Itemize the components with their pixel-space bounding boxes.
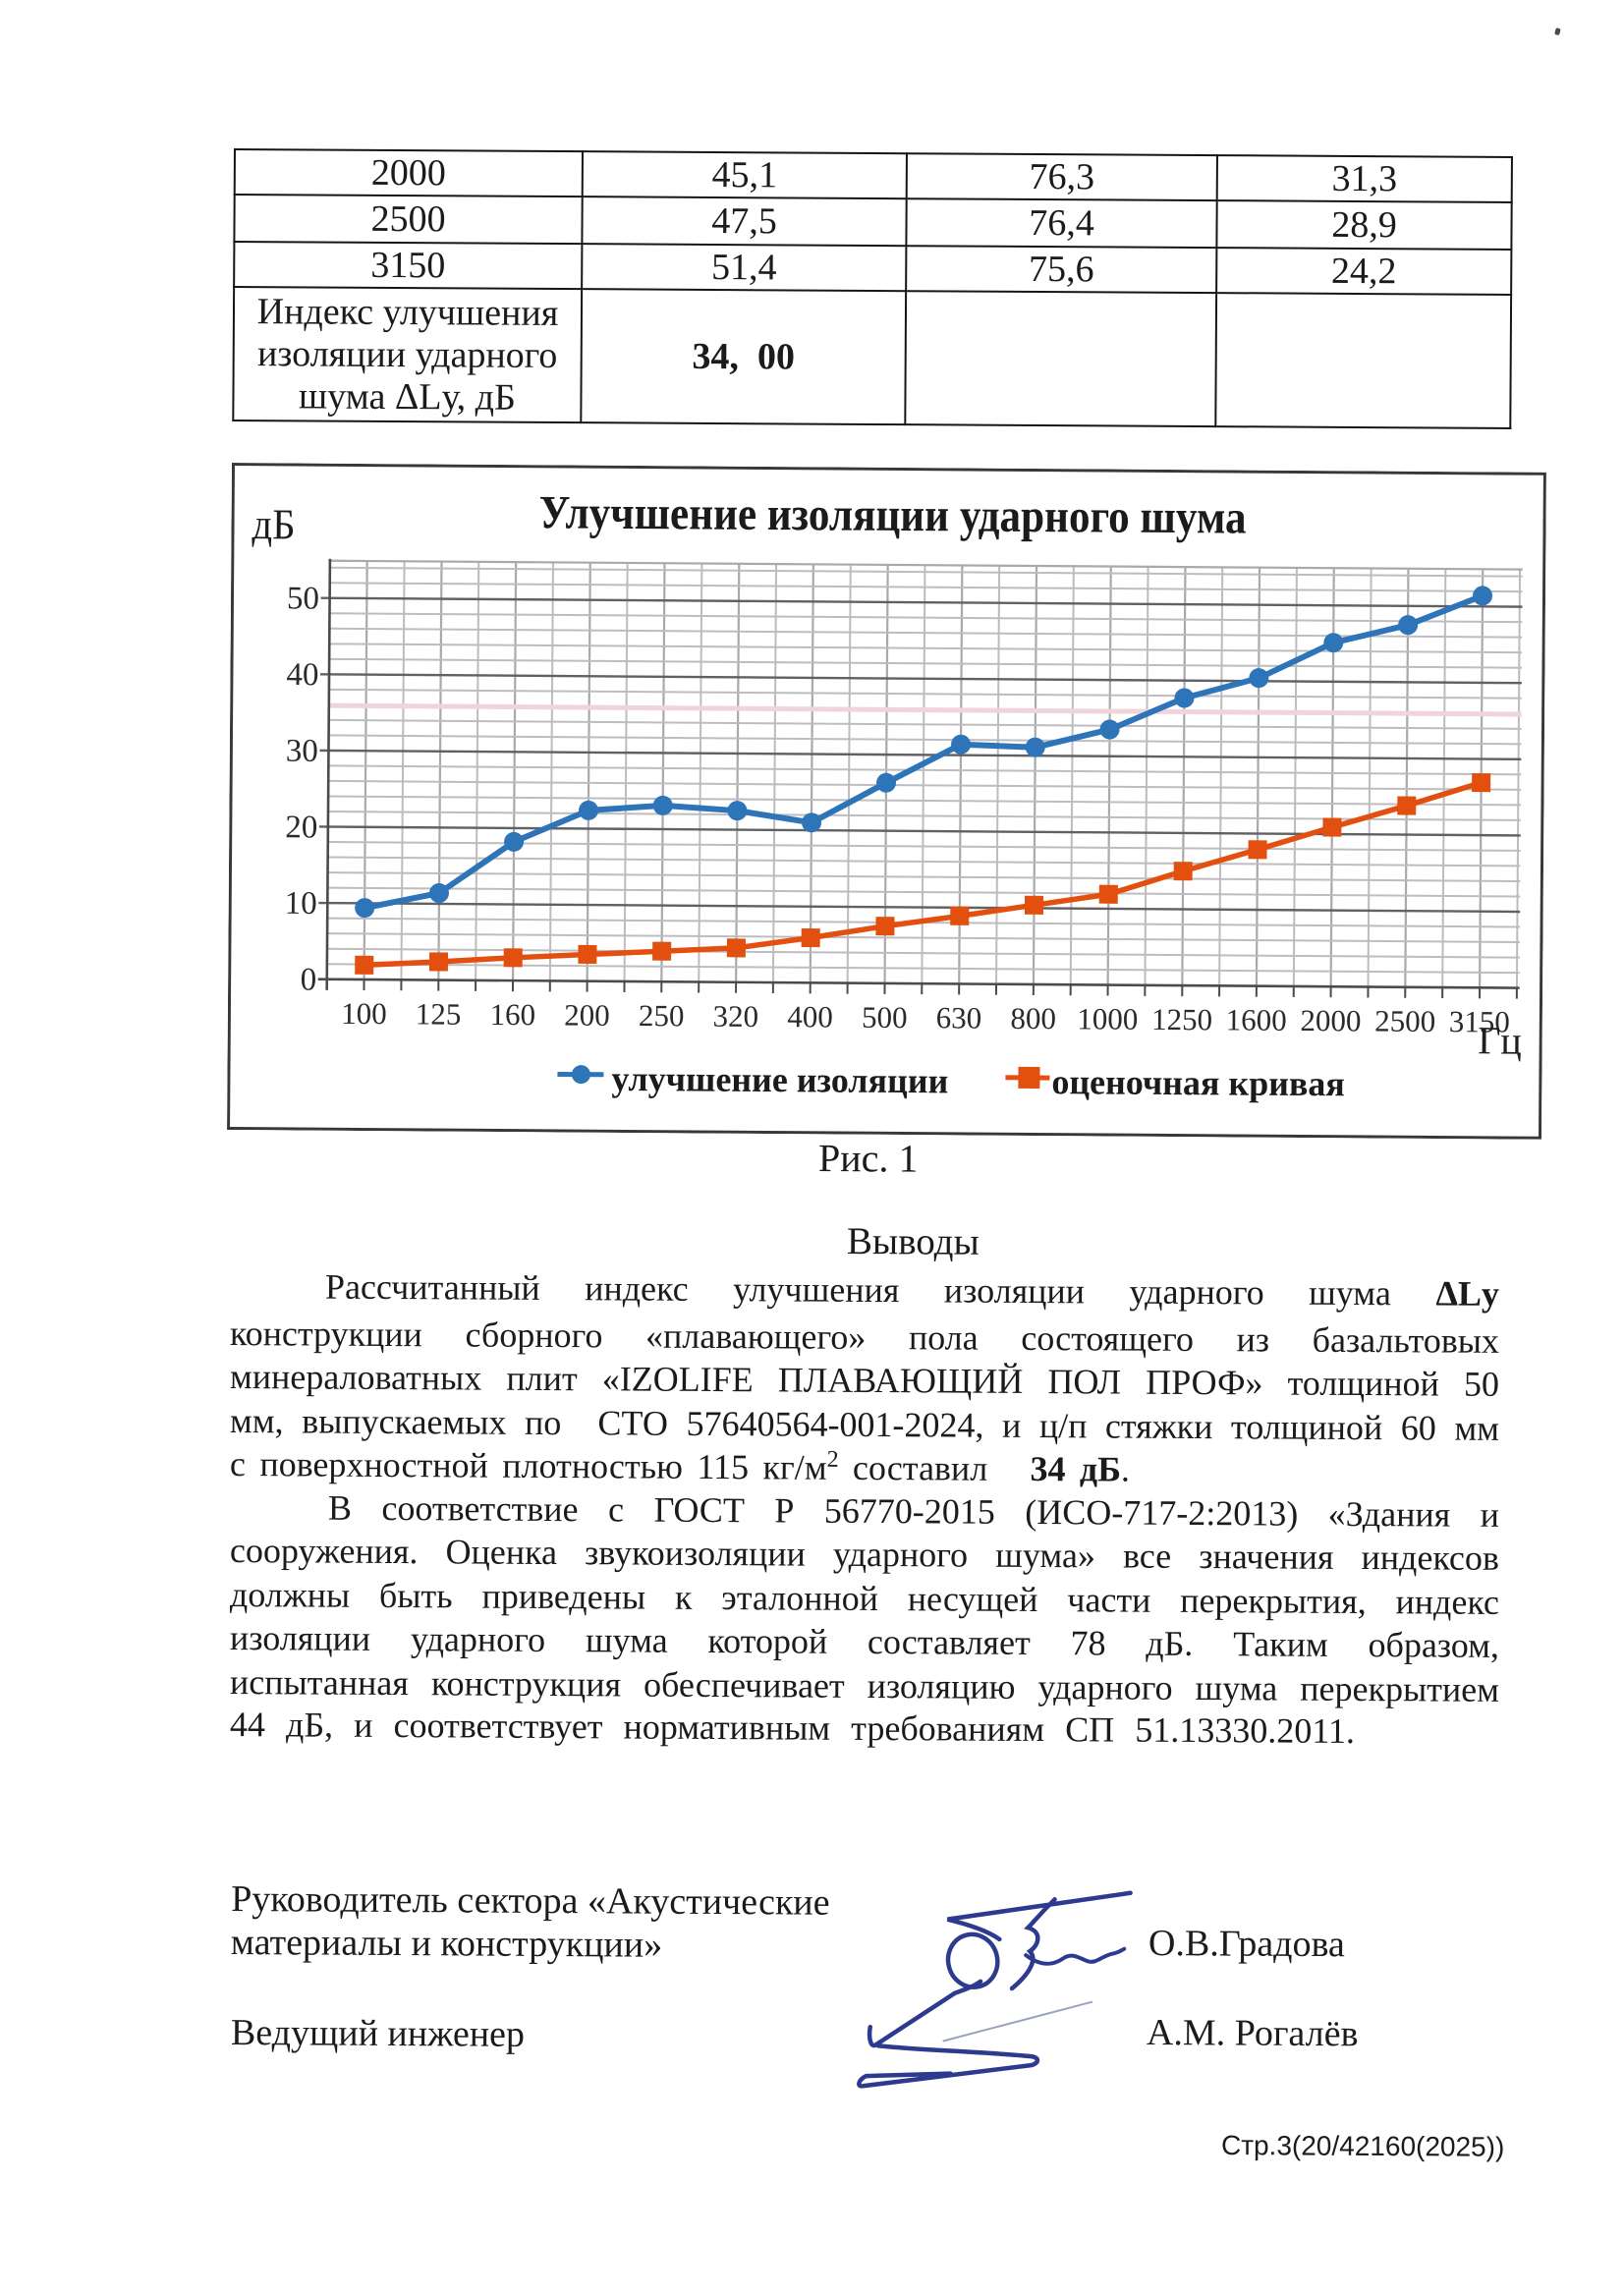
- svg-text:500: 500: [862, 1000, 908, 1035]
- svg-text:1000: 1000: [1077, 1001, 1138, 1035]
- svg-text:2500: 2500: [1374, 1004, 1435, 1038]
- svg-text:250: 250: [639, 998, 685, 1033]
- svg-text:40: 40: [286, 657, 318, 693]
- svg-text:20: 20: [285, 810, 317, 845]
- svg-text:0: 0: [301, 963, 317, 998]
- svg-text:160: 160: [489, 997, 535, 1032]
- svg-text:Улучшение изоляции ударного шу: Улучшение изоляции ударного шума: [538, 486, 1246, 543]
- svg-text:30: 30: [286, 734, 318, 769]
- svg-text:Гц: Гц: [1478, 1018, 1522, 1062]
- svg-text:200: 200: [564, 997, 610, 1032]
- svg-text:50: 50: [287, 581, 319, 616]
- svg-text:1250: 1250: [1151, 1002, 1212, 1036]
- svg-text:оценочная кривая: оценочная кривая: [1051, 1062, 1345, 1103]
- svg-text:320: 320: [713, 999, 759, 1034]
- svg-text:1600: 1600: [1226, 1002, 1287, 1036]
- svg-text:100: 100: [341, 996, 387, 1031]
- svg-text:800: 800: [1010, 1001, 1056, 1035]
- svg-text:400: 400: [787, 999, 833, 1034]
- svg-text:улучшение изоляции: улучшение изоляции: [611, 1059, 948, 1101]
- svg-text:2000: 2000: [1300, 1003, 1361, 1037]
- svg-text:125: 125: [416, 996, 462, 1031]
- svg-text:10: 10: [285, 886, 317, 922]
- svg-text:630: 630: [936, 1000, 982, 1035]
- svg-text:дБ: дБ: [252, 500, 295, 548]
- svg-text:3150: 3150: [1449, 1004, 1510, 1038]
